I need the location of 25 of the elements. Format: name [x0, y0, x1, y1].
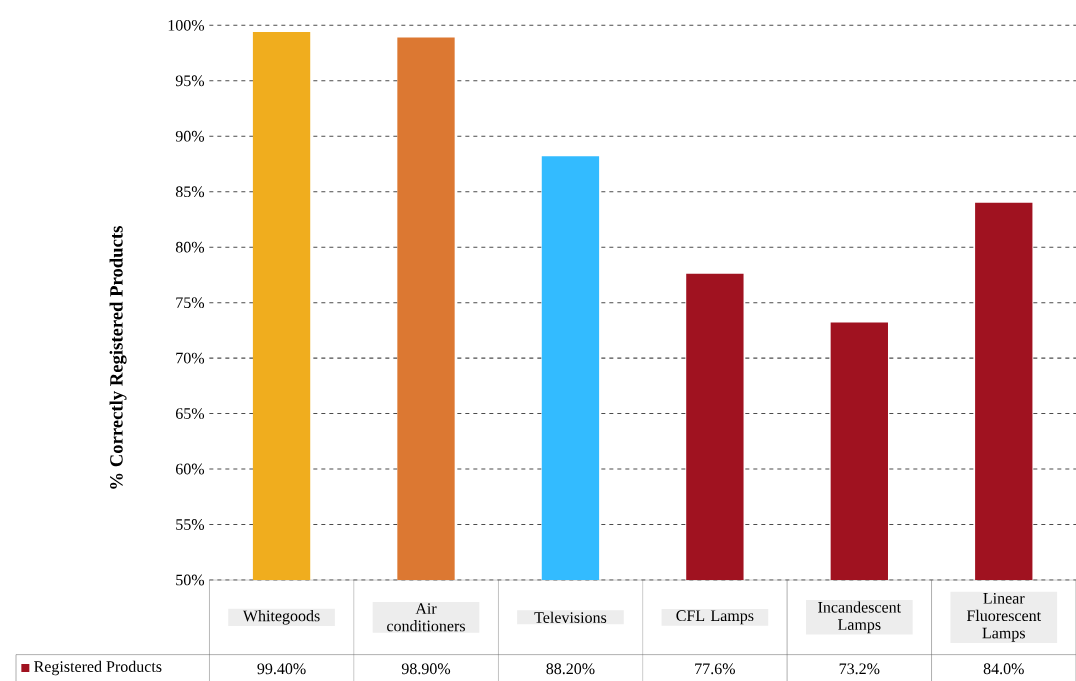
y-tick-label: 55%: [176, 518, 205, 530]
y-tick-label: 70%: [176, 352, 205, 364]
y-tick-label: 50%: [176, 574, 205, 586]
x-tick-label: Linear Fluorescent Lamps: [966, 592, 1041, 642]
y-tick-label: 95%: [175, 75, 205, 87]
y-tick-label: 65%: [175, 408, 205, 419]
y-tick-label: 75%: [176, 297, 205, 308]
y-tick-label: 80%: [175, 241, 205, 253]
data-label: 88.20%: [546, 663, 595, 675]
x-tick-label: CFL Lamps: [676, 610, 754, 625]
data-label: 73.2%: [839, 663, 880, 675]
data-label: 99.40%: [257, 663, 306, 675]
y-tick-label: 85%: [175, 186, 205, 197]
x-tick-label: Televisions: [534, 611, 607, 623]
x-tick-label: Air conditioners: [387, 603, 465, 632]
x-tick-label: Whitegoods: [242, 609, 320, 625]
y-tick-label: 90%: [175, 130, 205, 142]
data-label: 98.90%: [401, 663, 451, 675]
x-tick-label: Incandescent Lamps: [818, 601, 901, 634]
y-tick-label: 60%: [175, 463, 205, 475]
data-label: 84.0%: [983, 663, 1024, 675]
legend-label: Registered Products: [34, 660, 162, 676]
data-label: 77.6%: [695, 663, 735, 675]
y-axis-title: % Correctly Registered Products: [109, 225, 127, 489]
y-tick-label: 100%: [168, 19, 205, 31]
